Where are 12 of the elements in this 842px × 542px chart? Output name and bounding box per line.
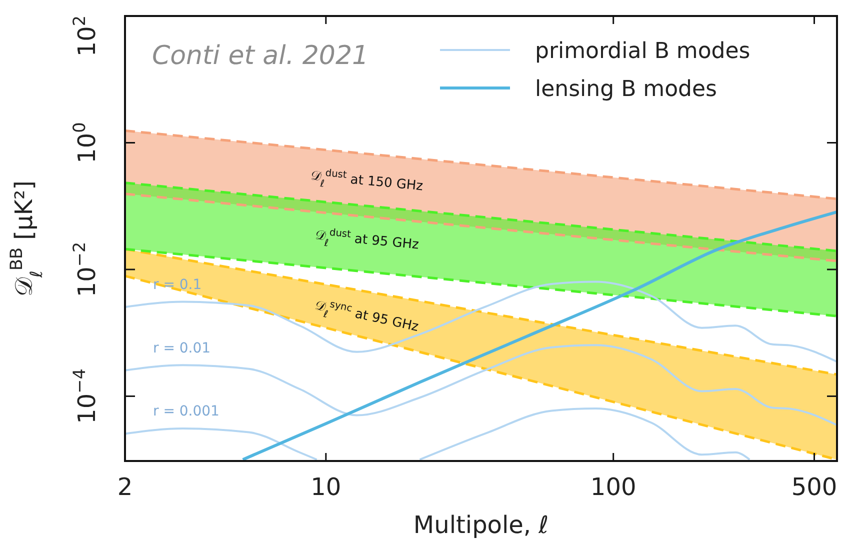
- annotation: Conti et al. 2021: [152, 41, 369, 71]
- x-tick-label: 500: [791, 473, 838, 501]
- text: 𝒟$_{ℓ}$$^{dust}$ at 150 GHz: [310, 167, 424, 194]
- legend-label: lensing B modes: [535, 77, 718, 102]
- x-tick-label: 100: [590, 473, 636, 501]
- text: 𝒟$_{ℓ}$$^{dust}$ at 95 GHz: [314, 226, 420, 253]
- x-tick-label: 2: [117, 473, 133, 501]
- x-axis-title: Multipole, ℓ: [413, 511, 549, 539]
- annotation: r = 0.001: [153, 404, 220, 420]
- x-tick-label: 10: [310, 473, 342, 501]
- annotation: r = 0.01: [153, 340, 211, 356]
- legend-label: primordial B modes: [535, 39, 750, 64]
